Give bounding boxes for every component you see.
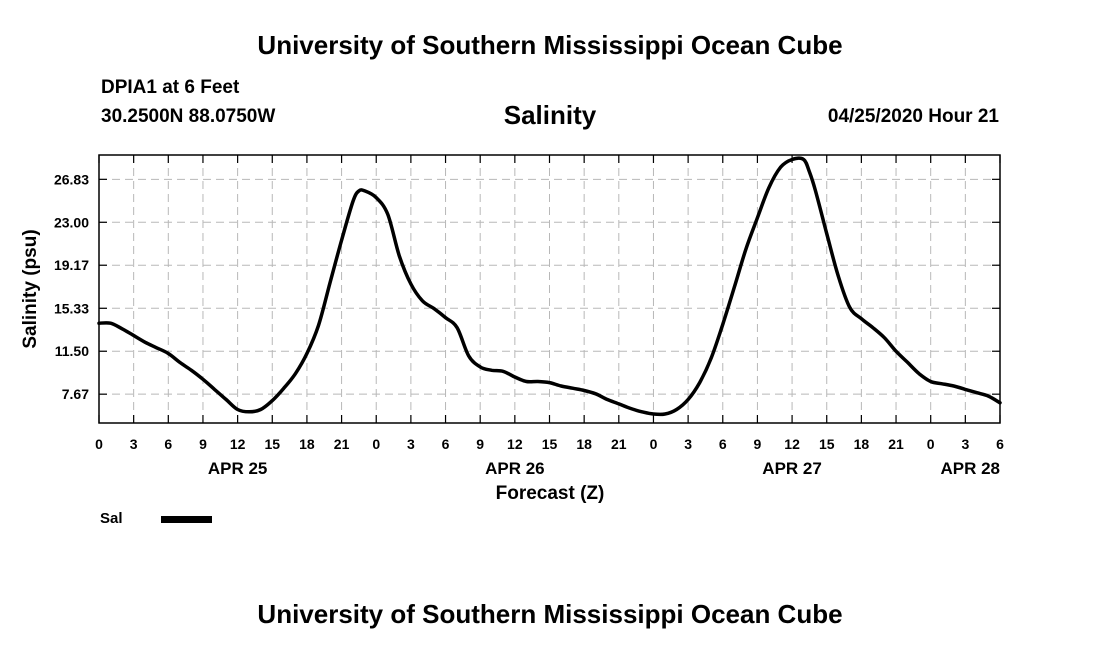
x-tick-label: 6 [719,436,727,452]
x-tick-label: 9 [199,436,207,452]
x-tick-label: 12 [784,436,800,452]
x-tick-label: 0 [927,436,935,452]
x-date-label: APR 26 [485,459,545,478]
x-tick-label: 12 [230,436,246,452]
x-tick-label: 18 [854,436,870,452]
x-tick-label: 18 [576,436,592,452]
y-tick-label: 7.67 [62,386,89,402]
salinity-line [97,156,1002,417]
plot-frame [98,154,1001,424]
legend-label: Sal [100,510,123,527]
x-tick-label: 15 [542,436,558,452]
x-tick-label: 3 [130,436,138,452]
axis-ticks [98,155,1001,423]
x-tick-label: 9 [754,436,762,452]
x-date-label: APR 28 [940,459,1000,478]
y-tick-label: 23.00 [54,214,89,230]
x-date-label: APR 27 [762,459,822,478]
x-tick-label: 21 [611,436,627,452]
x-tick-label: 12 [507,436,523,452]
y-tick-label: 15.33 [54,300,89,316]
x-axis-title: Forecast (Z) [495,483,605,504]
x-tick-label: 0 [650,436,658,452]
footer-title: University of Southern Mississippi Ocean… [257,599,843,629]
chart-title: Salinity [503,100,597,130]
page-title: University of Southern Mississippi Ocean… [257,30,843,60]
station-label: DPIA1 at 6 Feet [101,77,240,98]
y-axis-title: Salinity (psu) [20,229,41,348]
legend-line-swatch [161,516,212,523]
x-tick-label: 3 [961,436,969,452]
x-tick-label: 0 [372,436,380,452]
x-tick-label: 3 [407,436,415,452]
x-tick-label: 9 [476,436,484,452]
y-tick-label: 11.50 [55,343,89,359]
x-tick-label: 6 [442,436,450,452]
x-tick-label: 18 [299,436,315,452]
x-tick-label: 6 [164,436,172,452]
y-tick-label: 19.17 [54,257,89,273]
coordinates-label: 30.2500N 88.0750W [101,106,276,127]
x-tick-label: 15 [819,436,835,452]
x-tick-label: 0 [95,436,103,452]
x-tick-label: 15 [264,436,280,452]
timestamp-label: 04/25/2020 Hour 21 [827,106,999,127]
axis-labels: 7.67 11.50 15.33 19.17 23.00 26.83 0 3 6 9 12 15 18 2… [54,171,1004,478]
x-tick-label: 3 [684,436,692,452]
x-tick-label: 6 [996,436,1004,452]
y-tick-label: 26.83 [54,171,89,187]
x-tick-label: 21 [334,436,350,452]
x-tick-label: 21 [888,436,904,452]
x-date-label: APR 25 [208,459,268,478]
